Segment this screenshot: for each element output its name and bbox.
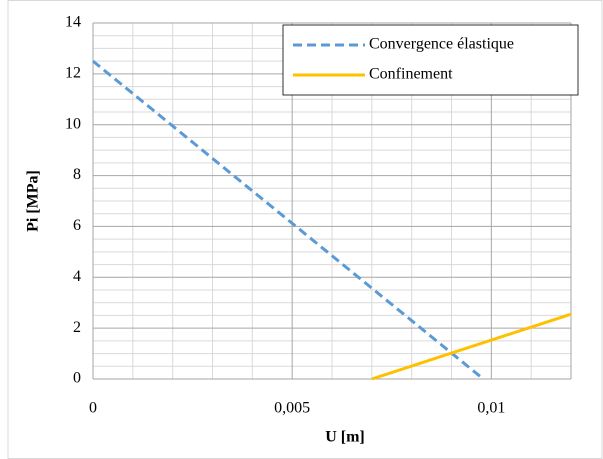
series-line <box>371 312 572 381</box>
x-tick-label: 0 <box>89 400 97 417</box>
y-tick-label: 8 <box>73 166 81 183</box>
y-tick-label: 10 <box>65 115 81 132</box>
y-tick-label: 4 <box>73 268 81 285</box>
x-tick-label: 0,005 <box>274 400 310 417</box>
legend-label: Confinement <box>369 66 453 83</box>
legend-box <box>282 24 579 96</box>
series-line <box>92 59 485 381</box>
y-tick-label: 0 <box>73 370 81 387</box>
y-tick-label: 12 <box>65 65 81 82</box>
y-tick-label: 2 <box>73 319 81 336</box>
x-axis-title: U [m] <box>325 429 365 446</box>
legend-label: Convergence élastique <box>369 36 514 53</box>
x-tick-label: 0,01 <box>477 400 505 417</box>
y-axis-title: Pi [MPa] <box>25 170 42 232</box>
y-tick-label: 6 <box>73 217 81 234</box>
y-tick-label: 14 <box>65 14 81 31</box>
